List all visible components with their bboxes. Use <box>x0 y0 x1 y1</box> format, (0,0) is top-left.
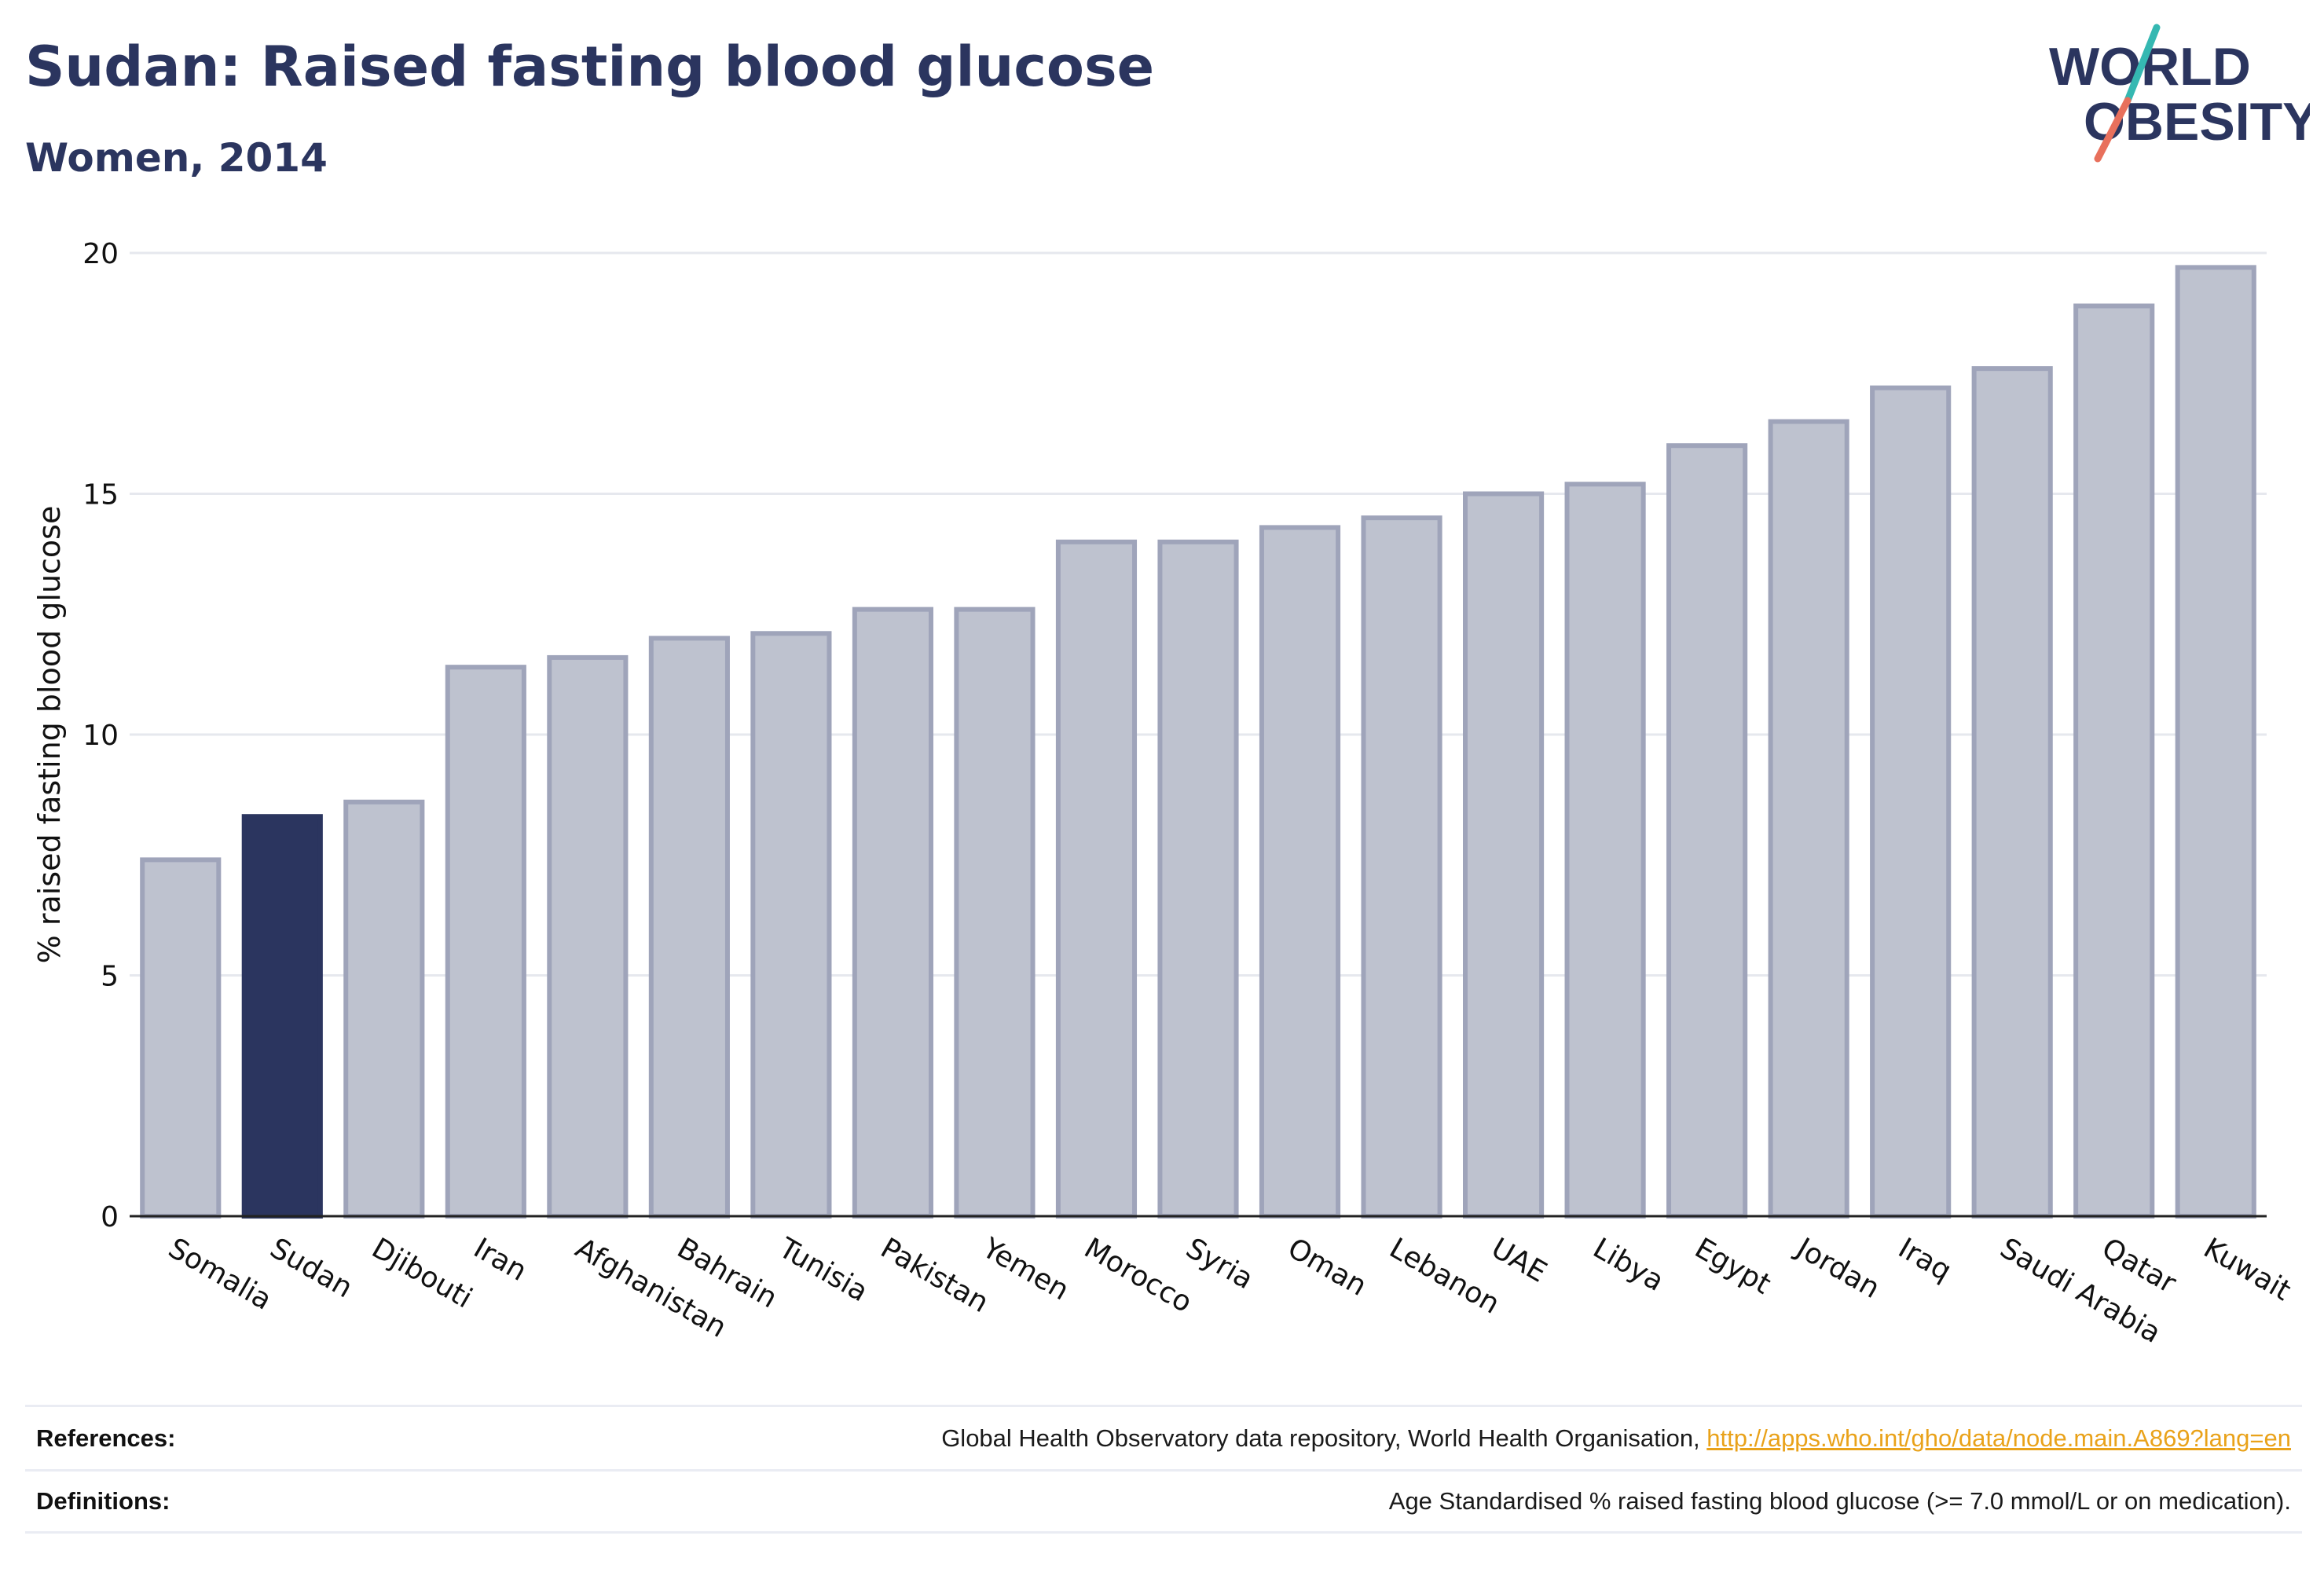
bar-lebanon <box>1361 515 1442 1219</box>
x-tick-label: Lebanon <box>1384 1232 1505 1321</box>
definitions-row: Definitions: Age Standardised % raised f… <box>25 1469 2302 1534</box>
bar-pakistan <box>852 607 934 1219</box>
y-axis-label: % raised fasting blood glucose <box>32 506 67 964</box>
bar-kuwait <box>2175 265 2256 1219</box>
bar-morocco <box>1055 539 1138 1219</box>
bar-iran <box>445 665 526 1219</box>
y-tick-label: 20 <box>82 238 119 270</box>
bar-jordan <box>1768 419 1849 1219</box>
bar-bahrain <box>648 636 730 1219</box>
x-tick-label: Syria <box>1181 1232 1259 1296</box>
logo-line2: OBESITY <box>2084 92 2310 152</box>
x-tick-label: Pakistan <box>875 1232 994 1319</box>
world-obesity-logo: WORLD OBESITY <box>2049 24 2310 163</box>
bar-sudan <box>241 814 323 1219</box>
x-tick-label: Libya <box>1588 1232 1670 1298</box>
chart-title: Sudan: Raised fasting blood glucose <box>25 35 1155 99</box>
definitions-text: Age Standardised % raised fasting blood … <box>1388 1487 2291 1515</box>
definitions-label: Definitions: <box>36 1487 170 1515</box>
x-tick-label: Djibouti <box>366 1232 477 1314</box>
bar-tunisia <box>750 631 832 1219</box>
x-tick-label: Somalia <box>163 1232 277 1317</box>
x-tick-label: Jordan <box>1790 1231 1885 1305</box>
bar-libya <box>1564 482 1646 1219</box>
x-tick-label: Egypt <box>1689 1232 1776 1300</box>
bar-uae <box>1463 491 1545 1219</box>
y-tick-label: 15 <box>82 479 119 511</box>
bars <box>140 265 2256 1219</box>
footer: References: Global Health Observatory da… <box>25 1405 2302 1538</box>
y-tick-label: 5 <box>101 961 119 993</box>
bar-yemen <box>954 607 1036 1219</box>
bar-somalia <box>140 857 222 1219</box>
bar-egypt <box>1666 443 1748 1219</box>
references-link[interactable]: http://apps.who.int/gho/data/node.main.A… <box>1706 1424 2291 1452</box>
bar-qatar <box>2073 303 2155 1219</box>
x-tick-label: Morocco <box>1079 1232 1197 1319</box>
bar-saudi-arabia <box>1971 366 2053 1219</box>
references-row: References: Global Health Observatory da… <box>25 1405 2302 1469</box>
y-tick-label: 0 <box>101 1201 119 1233</box>
x-tick-label: UAE <box>1486 1232 1552 1288</box>
x-tick-label: Sudan <box>265 1232 358 1304</box>
bar-oman <box>1259 525 1341 1219</box>
y-tick-label: 10 <box>82 720 119 752</box>
x-tick-label: Oman <box>1282 1232 1372 1303</box>
references-label: References: <box>36 1424 176 1452</box>
bar-iraq <box>1870 385 1952 1219</box>
references-value: Global Health Observatory data repositor… <box>941 1424 2291 1453</box>
bar-syria <box>1157 539 1239 1219</box>
x-tick-label: Iraq <box>1893 1232 1956 1288</box>
references-text: Global Health Observatory data repositor… <box>941 1424 1707 1452</box>
chart-subtitle: Women, 2014 <box>25 135 328 181</box>
bar-afghanistan <box>547 654 629 1219</box>
x-tick-label: Kuwait <box>2198 1232 2297 1307</box>
x-tick-label: Iran <box>468 1232 532 1288</box>
x-tick-label: Tunisia <box>773 1232 874 1308</box>
bar-djibouti <box>343 799 425 1219</box>
